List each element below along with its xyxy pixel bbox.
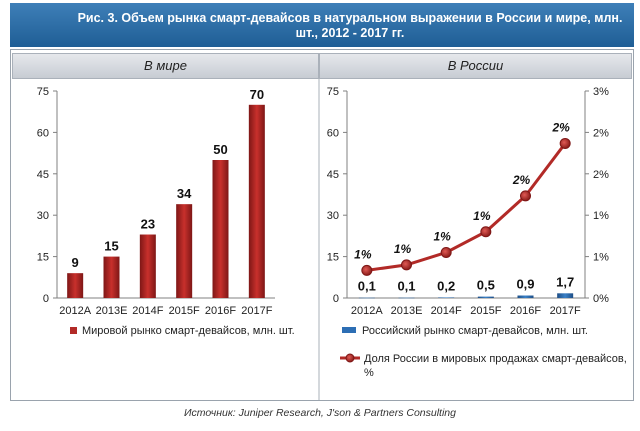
data-label: 50 — [213, 142, 227, 157]
y-tick-label: 75 — [37, 86, 49, 98]
x-tick-label: 2016F — [205, 305, 236, 317]
bar — [212, 160, 229, 298]
panel-header-russia: В России — [319, 53, 632, 79]
data-label: 15 — [104, 239, 118, 254]
x-tick-label: 2015F — [470, 305, 501, 317]
line-point — [361, 264, 373, 276]
panel-title-world: В мире — [144, 58, 187, 73]
line-point — [440, 246, 452, 258]
y2-tick-label: 1% — [593, 210, 609, 222]
y-tick-label: 75 — [327, 86, 339, 98]
legend-swatch-world — [70, 327, 77, 334]
y2-tick-label: 0% — [593, 293, 609, 305]
world-chart: 0 15 30 45 60 75 9 2012A 15 2013E 23 2014F 34 2015F 50… — [37, 86, 295, 337]
bar — [358, 297, 375, 299]
x-tick-label: 2013E — [391, 305, 423, 317]
y2-tick-label: 2% — [593, 169, 609, 181]
point-label: 1% — [473, 209, 491, 223]
chart-box — [10, 49, 634, 401]
y-tick-label: 30 — [37, 210, 49, 222]
source-note: Источник: Juniper Research, J'son & Part… — [184, 407, 456, 419]
series-line — [366, 142, 567, 272]
point-label: 1% — [433, 229, 451, 243]
bar — [248, 104, 265, 298]
legend-label-line-1: Доля России в мировых продажах смарт-дев… — [364, 353, 627, 365]
x-tick-label: 2014F — [132, 305, 163, 317]
point-label: 2% — [512, 173, 531, 187]
panel-title-russia: В России — [447, 58, 504, 73]
x-tick-label: 2015F — [169, 305, 200, 317]
legend-label-world: Мировой рынко смарт-девайсов, млн. шт. — [82, 325, 295, 337]
data-label: 34 — [177, 186, 192, 201]
bar — [67, 273, 84, 298]
data-label: 0,1 — [397, 279, 415, 294]
line-point — [520, 190, 531, 202]
data-label: 0,9 — [516, 277, 534, 292]
y2-tick-label: 1% — [593, 252, 609, 264]
x-tick-label: 2016F — [510, 305, 541, 317]
y2-tick-label: 3% — [593, 86, 609, 98]
y-tick-label: 0 — [333, 293, 339, 305]
x-tick-label: 2017F — [550, 305, 581, 317]
y-tick-label: 60 — [37, 127, 49, 139]
data-label: 0,1 — [358, 279, 376, 294]
panel-header-world: В мире — [12, 53, 319, 79]
y-tick-label: 30 — [327, 210, 339, 222]
y-tick-label: 45 — [327, 169, 339, 181]
x-tick-label: 2012A — [351, 305, 383, 317]
title-bar: Рис. 3. Объем рынка смарт-девайсов в нат… — [10, 3, 634, 47]
data-label: 1,7 — [556, 274, 574, 289]
x-tick-label: 2017F — [241, 305, 272, 317]
point-label: 1% — [394, 242, 412, 256]
x-tick-label: 2012A — [59, 305, 91, 317]
x-tick-label: 2013E — [96, 305, 128, 317]
y-tick-label: 15 — [37, 252, 49, 264]
line-point — [401, 259, 412, 271]
bar — [176, 204, 193, 298]
bar — [398, 297, 415, 299]
y-tick-label: 60 — [327, 127, 339, 139]
point-label: 1% — [354, 247, 372, 261]
y-tick-label: 15 — [327, 252, 339, 264]
legend-label-line: Доля России в мировых продажах смарт-дев… — [364, 353, 627, 379]
data-label: 0,5 — [477, 278, 495, 293]
line-point — [480, 226, 492, 238]
chart-title: Рис. 3. Объем рынка смарт-девайсов в нат… — [77, 11, 623, 40]
bar — [517, 295, 534, 298]
bar — [477, 296, 494, 298]
legend-swatch-bar — [342, 327, 356, 333]
bar — [103, 256, 120, 298]
bar — [139, 234, 156, 298]
data-label: 0,2 — [437, 278, 455, 293]
legend-label-bar: Российский рынко смарт-девайсов, млн. шт… — [362, 325, 588, 337]
data-label: 70 — [250, 87, 264, 102]
legend-marker — [345, 353, 355, 363]
x-tick-label: 2014F — [431, 305, 462, 317]
y-tick-label: 45 — [37, 169, 49, 181]
point-label: 2% — [551, 120, 570, 134]
legend-label-line-2: % — [364, 367, 374, 379]
y2-tick-label: 2% — [593, 127, 609, 139]
line-point — [559, 137, 571, 149]
data-label: 23 — [141, 217, 155, 232]
y-tick-label: 0 — [43, 293, 49, 305]
data-label: 9 — [72, 255, 79, 270]
bar — [557, 293, 574, 298]
bar — [438, 297, 455, 298]
russia-chart: 0 15 30 45 60 75 0% 1% 1% 2% 2% 3% 0,1 2012A 0,1 2013E 0… — [327, 86, 627, 379]
